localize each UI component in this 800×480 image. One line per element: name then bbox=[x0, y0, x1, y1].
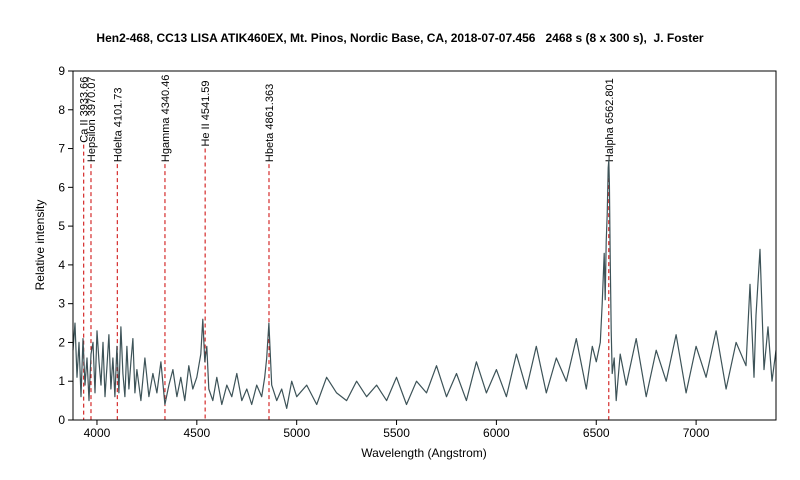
x-axis-label: Wavelength (Angstrom) bbox=[361, 446, 487, 460]
y-tick-label: 8 bbox=[58, 103, 65, 117]
y-tick-label: 4 bbox=[58, 258, 65, 272]
x-tick-label: 6000 bbox=[483, 426, 510, 440]
line-marker-label: Ca II 3933.66 bbox=[79, 77, 91, 143]
x-tick-label: 6500 bbox=[583, 426, 610, 440]
spectrum-line bbox=[72, 159, 777, 409]
y-axis: 0 1 2 3 4 5 6 7 8 9 bbox=[58, 64, 73, 427]
line-marker-label: Hepsilon 3970.07 bbox=[86, 76, 98, 162]
x-tick-label: 4500 bbox=[183, 426, 210, 440]
x-tick-label: 5000 bbox=[283, 426, 310, 440]
line-marker-label: Hgamma 4340.46 bbox=[160, 75, 172, 162]
y-tick-label: 9 bbox=[58, 64, 65, 78]
y-tick-label: 0 bbox=[58, 413, 65, 427]
line-marker-label: Halpha 6562.801 bbox=[604, 78, 616, 162]
x-tick-label: 4000 bbox=[84, 426, 111, 440]
y-tick-label: 6 bbox=[58, 180, 65, 194]
x-tick-label: 7000 bbox=[683, 426, 710, 440]
line-marker-label: Hbeta 4861.363 bbox=[264, 84, 276, 162]
y-tick-label: 7 bbox=[58, 142, 65, 156]
y-tick-label: 5 bbox=[58, 219, 65, 233]
spectrum-series bbox=[72, 159, 777, 409]
line-marker-label: Hdelta 4101.73 bbox=[112, 87, 124, 162]
y-axis-label: Relative intensity bbox=[33, 200, 47, 291]
y-tick-label: 3 bbox=[58, 297, 65, 311]
y-tick-label: 2 bbox=[58, 335, 65, 349]
x-tick-label: 5500 bbox=[383, 426, 410, 440]
line-marker-label: He II 4541.59 bbox=[200, 80, 212, 146]
y-tick-label: 1 bbox=[58, 374, 65, 388]
plot-frame bbox=[72, 70, 777, 421]
x-axis: 4000 4500 5000 5500 6000 6500 7000 bbox=[84, 420, 710, 440]
chart-title: Hen2-468, CC13 LISA ATIK460EX, Mt. Pinos… bbox=[96, 31, 704, 45]
